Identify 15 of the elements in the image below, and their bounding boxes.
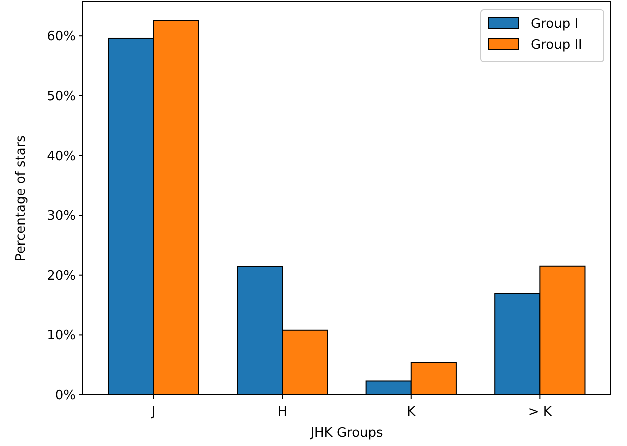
y-tick-label: 20%	[47, 268, 76, 284]
x-axis-title: JHK Groups	[310, 426, 384, 441]
y-tick-label: 40%	[47, 149, 76, 164]
legend-label: Group II	[531, 38, 582, 53]
x-tick-label: J	[150, 405, 156, 420]
y-tick-label: 30%	[47, 209, 76, 224]
y-tick-label: 0%	[55, 388, 76, 404]
y-tick-label: 10%	[47, 328, 76, 344]
x-tick-label: > K	[528, 405, 552, 420]
x-tick-label: H	[278, 405, 288, 420]
y-tick-label: 60%	[47, 30, 76, 45]
x-tick-label: K	[407, 405, 416, 420]
y-tick-label: 50%	[47, 89, 76, 104]
legend-label: Group I	[531, 17, 579, 32]
y-axis-title: Percentage of stars	[14, 135, 29, 262]
